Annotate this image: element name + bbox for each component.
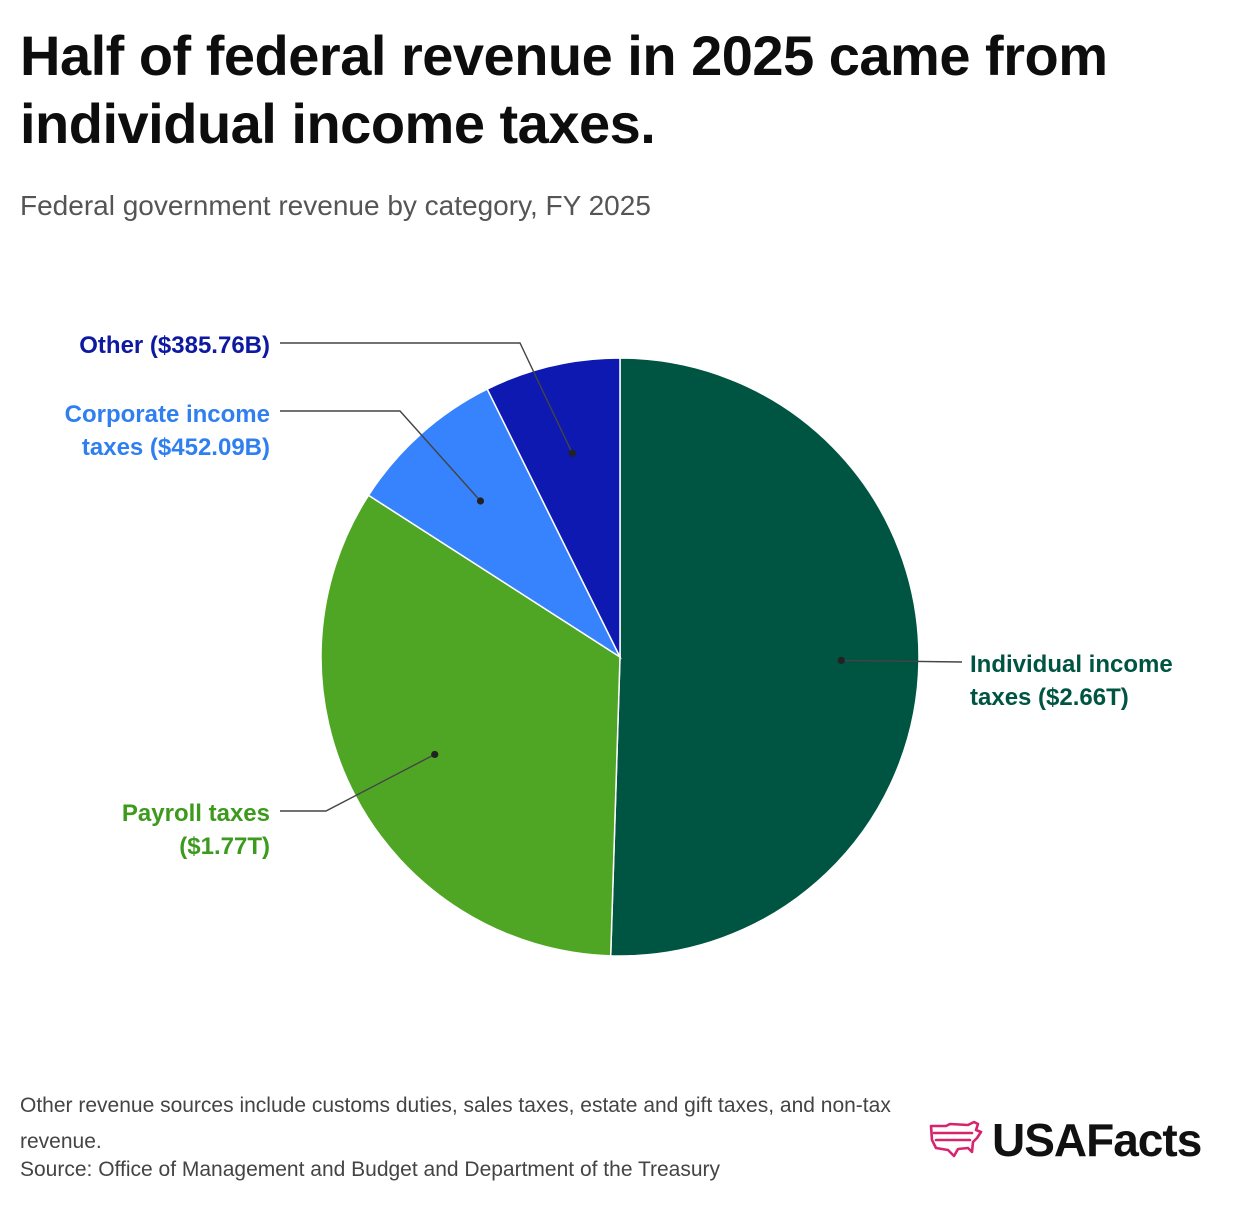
slice-label-line: ($1.77T) (179, 833, 270, 860)
pie-chart: Individual income taxes ($2.66T) Payroll t… (65, 332, 1173, 957)
chart-subtitle: Federal government revenue by category, … (20, 190, 651, 221)
pie-slice-individual-income-taxes (609, 357, 920, 957)
leader-line-individual-income-taxes (841, 659, 963, 663)
leader-dot-individual-income-taxes (837, 656, 845, 665)
slice-label-line: Payroll taxes (122, 800, 270, 827)
slice-label-line: taxes ($2.66T) (970, 684, 1129, 711)
leader-line-corporate-income-taxes (280, 410, 481, 502)
slice-label-other: Other ($385.76B) (79, 332, 270, 359)
pie-slice-other (486, 357, 621, 658)
leader-line-other (280, 342, 573, 454)
chart-title: Half of federal revenue in 2025 came fro… (20, 24, 1108, 155)
slice-label-payroll-taxes: Payroll taxes ($1.77T) (122, 800, 270, 860)
brand-logo: USAFacts (928, 1112, 1202, 1168)
leader-dot-other (568, 449, 576, 457)
slice-label-line: Individual income (970, 651, 1173, 678)
brand-name: USAFacts (992, 1114, 1202, 1166)
slice-label-line: Corporate income (65, 401, 270, 428)
leader-dot-corporate-income-taxes (476, 497, 485, 505)
slice-label-corporate-income-taxes: Corporate income taxes ($452.09B) (65, 401, 270, 461)
slice-label-line: taxes ($452.09B) (82, 434, 270, 461)
slice-label-line: Other ($385.76B) (79, 332, 270, 359)
footnote: Other revenue sources include customs du… (20, 1094, 891, 1153)
source-note: Source: Office of Management and Budget … (20, 1158, 721, 1181)
leader-line-payroll-taxes (280, 753, 436, 812)
leader-dot-payroll-taxes (431, 750, 439, 759)
slice-label-individual-income-taxes: Individual income taxes ($2.66T) (970, 651, 1173, 711)
usa-map-logo-icon (929, 1120, 983, 1158)
